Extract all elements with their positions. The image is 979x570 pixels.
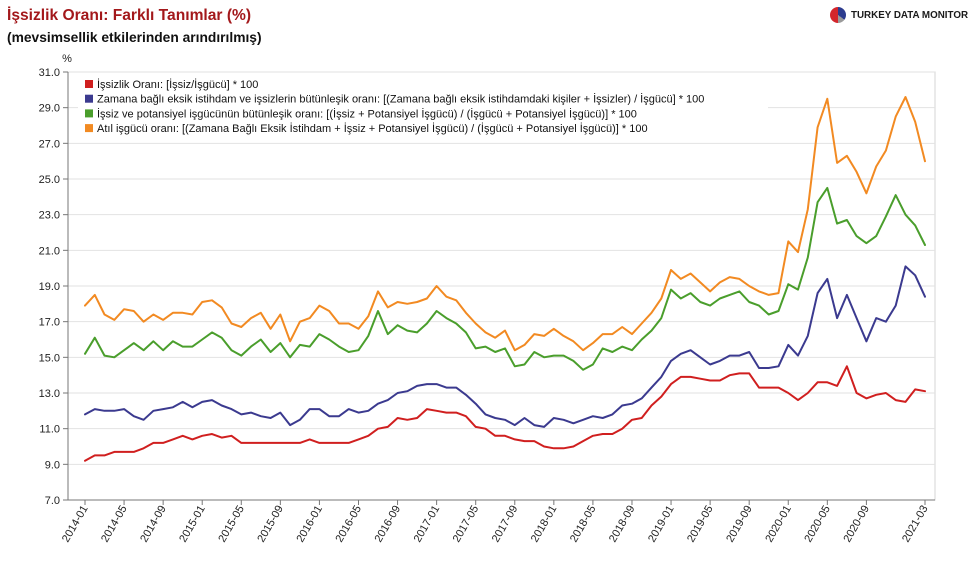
x-tick-label: 2017-01 (412, 504, 443, 545)
legend-swatch (85, 94, 93, 103)
y-tick-label: 29.0 (39, 103, 60, 115)
y-axis-unit-label: % (62, 53, 72, 65)
x-tick-label: 2018-09 (607, 504, 638, 545)
x-tick-label: 2015-05 (216, 504, 247, 545)
legend-item: Zamana bağlı eksik istihdam ve işsizleri… (85, 93, 704, 106)
legend-swatch (85, 124, 93, 133)
y-tick-label: 17.0 (39, 317, 60, 329)
y-tick-label: 15.0 (39, 352, 60, 364)
x-tick-label: 2016-05 (334, 504, 365, 545)
x-tick-label: 2014-01 (60, 504, 91, 545)
y-tick-label: 31.0 (39, 67, 60, 79)
x-tick-label: 2015-01 (177, 504, 208, 545)
x-tick-label: 2014-05 (99, 504, 130, 545)
series-line-unemployed-and-potential-labour (84, 186, 926, 371)
x-tick-label: 2019-09 (724, 504, 755, 545)
y-tick-label: 23.0 (39, 210, 60, 222)
series-line-labour-underutilisation (84, 96, 926, 352)
series-line-unemployment-rate (84, 365, 926, 462)
legend-label: İşsizlik Oranı: [İşsiz/İşgücü] * 100 (97, 78, 258, 91)
y-tick-label: 19.0 (39, 281, 60, 293)
y-tick-label: 25.0 (39, 174, 60, 186)
x-tick-label: 2018-01 (529, 504, 560, 545)
y-tick-label: 9.0 (45, 459, 60, 471)
y-tick-label: 21.0 (39, 245, 60, 257)
brand-logo: TURKEY DATA MONITOR (830, 6, 968, 24)
x-tick-label: 2021-03 (900, 504, 931, 545)
chart-subtitle: (mevsimsellik etkilerinden arındırılmış) (7, 30, 262, 45)
legend-swatch (85, 80, 93, 88)
x-tick-label: 2016-01 (294, 504, 325, 545)
y-tick-label: 7.0 (45, 495, 60, 507)
legend: İşsizlik Oranı: [İşsiz/İşgücü] * 100 Zama… (78, 76, 768, 135)
legend-label: Atıl işgücü oranı: [(Zamana Bağlı Eksik … (97, 122, 648, 135)
x-tick-label: 2020-01 (763, 504, 794, 545)
legend-background (78, 76, 768, 134)
logo-text: TURKEY DATA MONITOR (851, 9, 969, 21)
x-tick-label: 2020-09 (841, 504, 872, 545)
legend-item: İşsizlik Oranı: [İşsiz/İşgücü] * 100 (85, 78, 258, 91)
y-tick-label: 27.0 (39, 138, 60, 150)
x-tick-label: 2020-05 (802, 504, 833, 545)
x-tick-label: 2018-05 (568, 504, 599, 545)
y-axis: 31.0 29.0 27.0 25.0 23.0 21.0 19.0 17.0 15.0 13.0… (39, 53, 73, 507)
logo-pie-icon (830, 7, 846, 23)
x-tick-label: 2016-09 (373, 504, 404, 545)
legend-label: İşsiz ve potansiyel işgücünün bütünleşik… (97, 107, 637, 120)
x-tick-label: 2015-09 (255, 504, 286, 545)
legend-item: Atıl işgücü oranı: [(Zamana Bağlı Eksik … (85, 122, 648, 135)
series-lines (84, 96, 926, 462)
legend-swatch (85, 109, 93, 118)
legend-item: İşsiz ve potansiyel işgücünün bütünleşik… (85, 107, 637, 120)
x-tick-label: 2017-09 (490, 504, 521, 545)
y-tick-label: 13.0 (39, 388, 60, 400)
x-tick-label: 2019-05 (685, 504, 716, 545)
x-tick-label: 2014-09 (138, 504, 169, 545)
x-tick-label: 2019-01 (646, 504, 677, 545)
series-line-time-related-underemployment (84, 265, 926, 428)
legend-label: Zamana bağlı eksik istihdam ve işsizleri… (97, 93, 704, 106)
x-tick-label: 2017-05 (451, 503, 482, 544)
x-axis: 2014-01 2014-05 2014-09 2015-01 2015-05 2015-… (60, 499, 935, 545)
chart-title: İşsizlik Oranı: Farklı Tanımlar (%) (7, 7, 252, 24)
y-tick-label: 11.0 (39, 424, 60, 436)
